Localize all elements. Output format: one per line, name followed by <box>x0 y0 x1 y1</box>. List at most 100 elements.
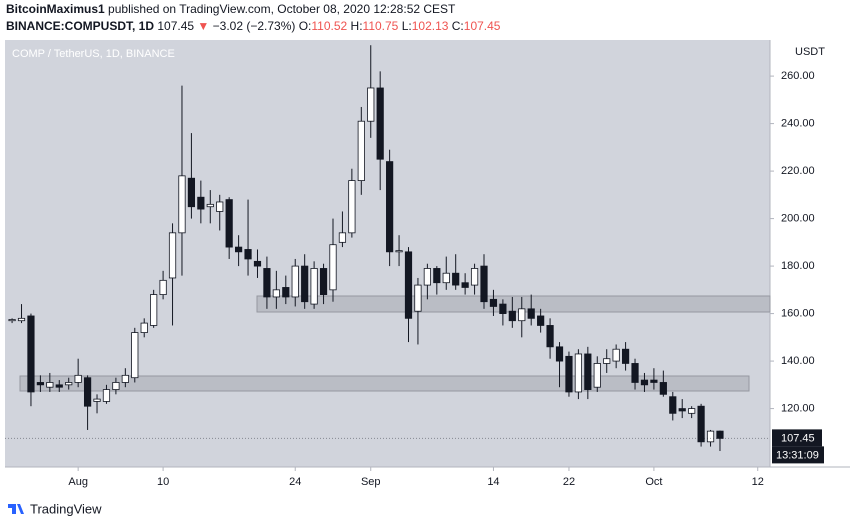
last-price-label: 107.45 <box>781 432 815 444</box>
candle-body <box>584 353 592 390</box>
candle-body <box>621 348 630 364</box>
candle-body <box>235 246 243 253</box>
y-tick-label: 240.00 <box>781 118 815 130</box>
candle-body <box>357 120 365 181</box>
candle-body <box>593 363 601 388</box>
symbol: BINANCE:COMPUSDT, 1D <box>6 19 154 33</box>
candle-body <box>442 272 450 284</box>
x-tick-label: Oct <box>645 476 662 488</box>
candle-body <box>272 289 280 298</box>
ohlc-label: H: <box>351 19 363 33</box>
candle-body <box>291 265 299 298</box>
header-line: BitcoinMaximus1 published on TradingView… <box>6 2 456 16</box>
candle-body <box>206 203 214 208</box>
candle-body <box>414 284 422 312</box>
candle-body <box>650 379 658 383</box>
candle-body <box>140 322 148 333</box>
candle-body <box>404 251 413 319</box>
candle-body <box>112 382 120 390</box>
last-price-tag <box>772 429 822 447</box>
x-tick-label: Sep <box>361 476 381 488</box>
candle-body <box>187 177 196 208</box>
x-tick-label: Aug <box>68 476 88 488</box>
logo <box>8 504 24 514</box>
candle-body <box>253 260 262 267</box>
x-tick-label: 14 <box>487 476 499 488</box>
candle-body <box>74 374 82 383</box>
candle-body <box>8 319 16 322</box>
candle-body <box>329 244 337 291</box>
countdown-label: 13:31:09 <box>776 449 819 461</box>
candle-body <box>518 308 526 322</box>
candle-body <box>697 405 705 443</box>
footer: TradingView <box>8 501 102 516</box>
candle-body <box>470 268 479 286</box>
candle-body <box>433 268 441 284</box>
candle-body <box>282 287 290 298</box>
candle-body <box>499 303 507 314</box>
support-zone <box>256 295 771 313</box>
ohlc-label: L: <box>402 19 412 33</box>
candle-body <box>423 268 431 286</box>
candle-body <box>27 315 35 393</box>
candle-body <box>301 265 309 303</box>
y-tick-label: 260.00 <box>781 70 815 82</box>
y-tick-label: 160.00 <box>781 307 815 319</box>
candle-body <box>631 363 639 383</box>
published: published on TradingView.com, October 08… <box>108 2 456 16</box>
y-tick-label: 220.00 <box>781 165 815 177</box>
candle-body <box>348 180 356 234</box>
candle-body <box>131 332 139 379</box>
candle-body <box>197 196 205 210</box>
candle-body <box>263 268 271 298</box>
candle-body <box>537 315 545 326</box>
candle-body <box>688 408 696 414</box>
candle-body <box>508 310 516 322</box>
candle-body <box>367 87 375 122</box>
candle-body <box>706 430 715 443</box>
candle-body <box>678 408 686 412</box>
candle-body <box>640 379 649 386</box>
candle-body <box>612 348 620 362</box>
candle-body <box>574 353 582 393</box>
x-tick-label: 10 <box>157 476 169 488</box>
x-tick-label: 22 <box>563 476 575 488</box>
candle-body <box>386 161 394 253</box>
candle-body <box>83 377 92 407</box>
plot-background <box>5 40 770 467</box>
candle-body <box>338 232 347 243</box>
candle-body <box>376 87 384 160</box>
candle-body <box>93 398 101 402</box>
candle-body <box>102 389 111 402</box>
candle-body <box>452 272 460 286</box>
candle-body <box>319 268 328 295</box>
y-tick-label: 140.00 <box>781 355 815 367</box>
price-axis <box>770 40 850 467</box>
ohlc-value: 110.75 <box>363 19 399 33</box>
y-tick-label: 200.00 <box>781 212 815 224</box>
candle-body <box>244 249 252 260</box>
candle-body <box>225 199 233 248</box>
candle-body <box>480 265 488 303</box>
candle-body <box>603 358 611 364</box>
symbol-line: BINANCE:COMPUSDT, 1D 107.45 ▼ −3.02 (−2.… <box>6 19 501 33</box>
y-tick-label: 180.00 <box>781 260 815 272</box>
candle-body <box>489 298 498 307</box>
candle-body <box>565 355 573 393</box>
candle-body <box>168 232 177 279</box>
ohlc-value: 110.52 <box>311 19 347 33</box>
price: 107.45 <box>157 19 194 33</box>
countdown-tag <box>772 446 824 464</box>
candle-body <box>46 382 54 388</box>
chart-title: COMP / TetherUS, 1D, BINANCE <box>12 48 175 60</box>
ohlc-value: 102.13 <box>412 19 449 33</box>
x-tick-label: 12 <box>752 476 764 488</box>
candle-body <box>216 201 224 212</box>
change: −3.02 (−2.73%) <box>213 19 296 33</box>
candle-body <box>546 325 554 348</box>
candle-body <box>121 374 129 383</box>
support-zone <box>19 375 750 392</box>
arrow: ▼ <box>197 19 209 33</box>
candle-body <box>669 396 677 414</box>
